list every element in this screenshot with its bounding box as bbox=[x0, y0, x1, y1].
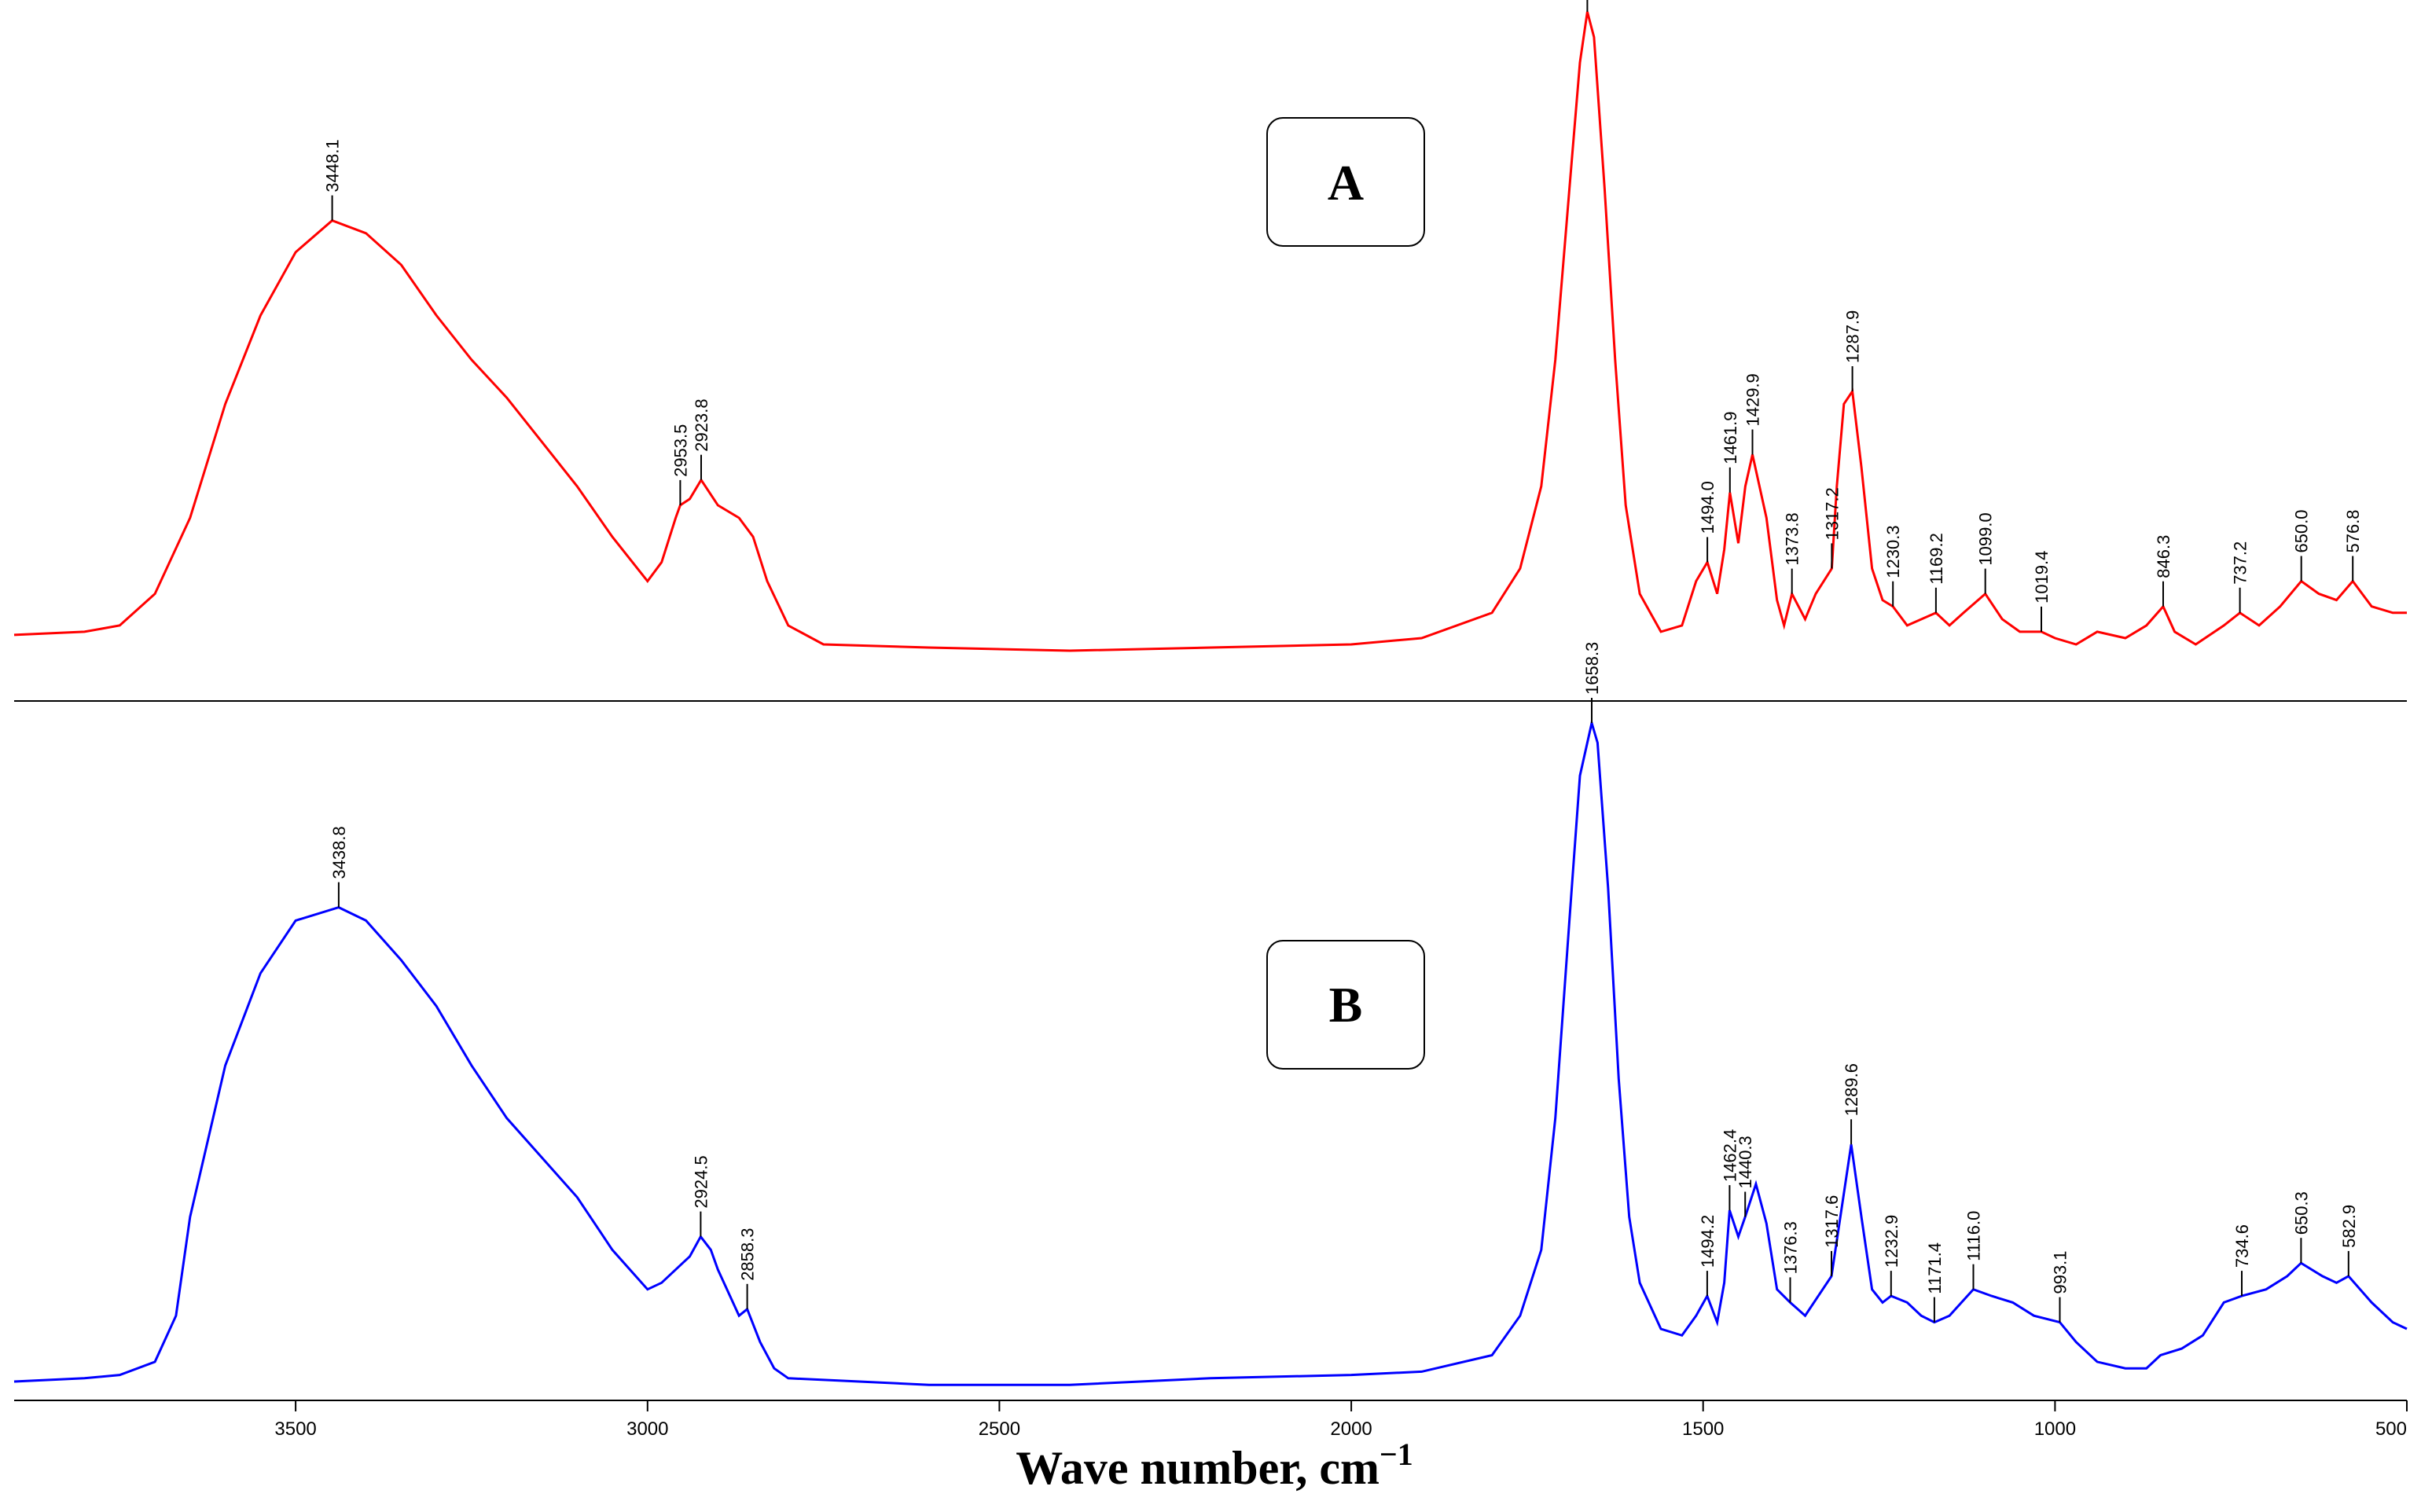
peak-label-B-0: 3438.8 bbox=[329, 826, 349, 879]
panel-label-B: B bbox=[1329, 977, 1363, 1033]
peak-label-A-15: 737.2 bbox=[2231, 541, 2250, 585]
x-tick-label-6: 500 bbox=[2375, 1418, 2407, 1440]
spectrum-A-plot: 3448.12953.52923.81664.51494.01461.91429… bbox=[13, 0, 2407, 652]
peak-label-B-14: 734.6 bbox=[2232, 1224, 2252, 1268]
peak-label-A-7: 1373.8 bbox=[1783, 512, 1802, 565]
peak-label-A-13: 1019.4 bbox=[2032, 551, 2052, 604]
x-tick-label-4: 1500 bbox=[1682, 1418, 1724, 1440]
peak-label-B-2: 2858.3 bbox=[738, 1228, 758, 1281]
peak-label-B-6: 1440.3 bbox=[1736, 1136, 1755, 1188]
spectrum-A-line bbox=[13, 11, 2407, 652]
peak-label-A-8: 1317.2 bbox=[1822, 487, 1842, 540]
peak-label-B-16: 582.9 bbox=[2339, 1205, 2359, 1248]
peak-label-A-12: 1099.0 bbox=[1976, 512, 1996, 565]
peak-label-A-1: 2953.5 bbox=[670, 424, 690, 477]
peak-label-B-11: 1171.4 bbox=[1925, 1242, 1945, 1294]
peak-label-A-9: 1287.9 bbox=[1843, 310, 1863, 363]
spectrum-B-line bbox=[13, 718, 2408, 1386]
peak-label-A-5: 1461.9 bbox=[1721, 412, 1740, 464]
spectrum-B-plot: 3438.8 2924.5 2858.3 1658.3 1494.2 1462.41440… bbox=[13, 642, 2408, 1386]
spectrum-A-peak-labels: 3448.12953.52923.81664.51494.01461.91429… bbox=[323, 0, 2363, 632]
peak-label-B-3: 1658.3 bbox=[1582, 642, 1602, 695]
peak-label-B-12: 1116.0 bbox=[1964, 1211, 1984, 1261]
peak-label-A-4: 1494.0 bbox=[1698, 481, 1717, 534]
panel-label-box-A: A bbox=[1266, 117, 1425, 247]
x-tick-label-1: 3000 bbox=[626, 1418, 668, 1440]
peak-label-A-16: 650.0 bbox=[2292, 509, 2312, 552]
x-tick-label-0: 3500 bbox=[274, 1418, 316, 1440]
peak-label-A-14: 846.3 bbox=[2154, 535, 2173, 578]
peak-label-B-8: 1317.6 bbox=[1822, 1195, 1842, 1248]
peak-label-B-4: 1494.2 bbox=[1698, 1215, 1717, 1268]
peak-label-B-5: 1462.4 bbox=[1720, 1129, 1740, 1182]
panel-label-box-B: B bbox=[1266, 940, 1425, 1070]
peak-label-A-2: 2923.8 bbox=[692, 398, 711, 451]
x-tick-label-5: 1000 bbox=[2034, 1418, 2076, 1440]
spectrum-B-peak-labels: 3438.8 2924.5 2858.3 1658.3 1494.2 1462.41440… bbox=[329, 642, 2359, 1323]
peak-label-B-10: 1232.9 bbox=[1882, 1215, 1901, 1268]
peak-label-B-9: 1289.6 bbox=[1842, 1063, 1861, 1116]
peak-label-B-13: 993.1 bbox=[2051, 1251, 2070, 1294]
peak-label-B-15: 650.3 bbox=[2291, 1191, 2311, 1235]
peak-label-A-10: 1230.3 bbox=[1883, 525, 1903, 578]
panel-label-A: A bbox=[1328, 155, 1364, 211]
x-tick-label-2: 2500 bbox=[979, 1418, 1020, 1440]
peak-label-B-7: 1376.3 bbox=[1781, 1221, 1801, 1274]
peak-label-A-0: 3448.1 bbox=[323, 139, 343, 192]
peak-label-B-1: 2924.5 bbox=[691, 1155, 711, 1208]
x-tick-label-3: 2000 bbox=[1330, 1418, 1372, 1440]
peak-label-A-6: 1429.9 bbox=[1743, 373, 1763, 426]
x-axis-label: Wave number, cm−1 bbox=[1016, 1437, 1413, 1494]
peak-label-A-11: 1169.2 bbox=[1927, 533, 1946, 585]
peak-label-A-17: 576.8 bbox=[2343, 509, 2363, 552]
x-axis-ticks: 3500 3000 2500 2000 1500 1000 500 bbox=[274, 1400, 2408, 1440]
